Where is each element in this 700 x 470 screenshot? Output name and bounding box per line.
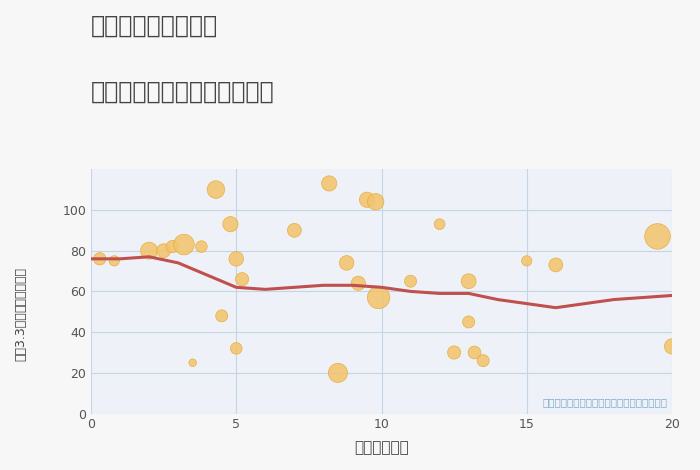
Point bbox=[370, 198, 382, 205]
Point bbox=[361, 196, 372, 204]
Point bbox=[332, 369, 344, 376]
Text: 坪（3.3㎡）: 坪（3.3㎡） bbox=[15, 311, 27, 361]
Point bbox=[463, 318, 475, 326]
Point bbox=[196, 243, 207, 251]
Text: 三重県伊賀市土橋の: 三重県伊賀市土橋の bbox=[91, 14, 218, 38]
Point bbox=[323, 180, 335, 187]
Point bbox=[477, 357, 489, 364]
Point bbox=[434, 220, 445, 228]
Point bbox=[108, 257, 120, 265]
Point bbox=[178, 241, 190, 248]
Point bbox=[449, 349, 460, 356]
Point bbox=[521, 257, 532, 265]
Point bbox=[216, 312, 228, 320]
Point bbox=[341, 259, 352, 266]
Point bbox=[289, 227, 300, 234]
Point bbox=[666, 343, 678, 350]
Point bbox=[210, 186, 221, 193]
Point bbox=[373, 294, 384, 301]
X-axis label: 駅距離（分）: 駅距離（分） bbox=[354, 440, 409, 455]
Text: 単価（万円）: 単価（万円） bbox=[15, 266, 27, 312]
Point bbox=[463, 277, 475, 285]
Point bbox=[94, 255, 105, 263]
Point bbox=[144, 247, 155, 254]
Point bbox=[405, 277, 416, 285]
Point bbox=[237, 275, 248, 283]
Text: 駅距離別中古マンション価格: 駅距離別中古マンション価格 bbox=[91, 80, 274, 104]
Point bbox=[158, 247, 169, 254]
Point bbox=[231, 255, 242, 263]
Point bbox=[225, 220, 236, 228]
Point bbox=[231, 345, 242, 352]
Point bbox=[550, 261, 561, 269]
Point bbox=[167, 243, 178, 251]
Text: 円の大きさは、取引のあった物件面積を示す: 円の大きさは、取引のあった物件面積を示す bbox=[542, 398, 668, 407]
Point bbox=[469, 349, 480, 356]
Point bbox=[353, 280, 364, 287]
Point bbox=[652, 233, 663, 240]
Point bbox=[187, 359, 198, 367]
